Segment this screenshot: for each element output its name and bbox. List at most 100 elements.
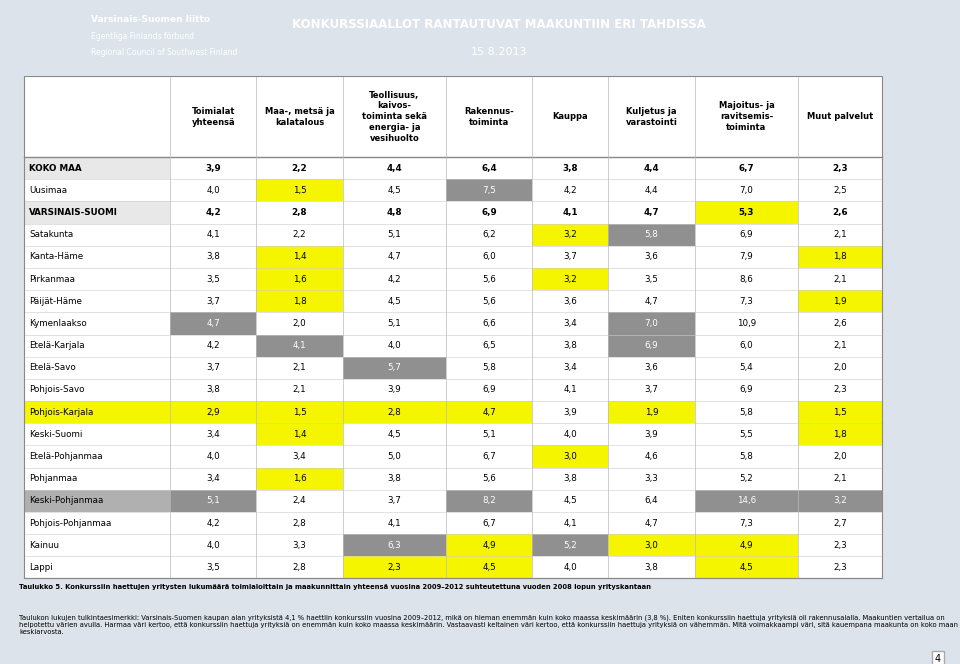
- Text: Pohjois-Karjala: Pohjois-Karjala: [30, 408, 94, 416]
- Bar: [694, 379, 799, 401]
- Bar: [446, 534, 533, 556]
- Bar: [533, 379, 609, 401]
- Text: 1,5: 1,5: [293, 408, 306, 416]
- Text: 4,1: 4,1: [564, 519, 577, 527]
- Text: Muut palvelut: Muut palvelut: [806, 112, 873, 122]
- Bar: [446, 335, 533, 357]
- Text: 3,5: 3,5: [206, 563, 220, 572]
- Text: 7,0: 7,0: [644, 319, 659, 328]
- Text: 3,8: 3,8: [564, 341, 577, 350]
- Text: 6,9: 6,9: [482, 208, 497, 217]
- Bar: [609, 512, 694, 534]
- Bar: [446, 423, 533, 446]
- Text: 2,1: 2,1: [293, 386, 306, 394]
- Text: Pohjanmaa: Pohjanmaa: [30, 474, 78, 483]
- Bar: [533, 179, 609, 201]
- Bar: [343, 490, 446, 512]
- Text: Pirkanmaa: Pirkanmaa: [30, 275, 76, 284]
- Text: Egentliga Finlands förbund: Egentliga Finlands förbund: [91, 33, 194, 41]
- Text: 3,0: 3,0: [564, 452, 577, 461]
- Bar: [799, 246, 881, 268]
- Text: 3,8: 3,8: [206, 252, 220, 262]
- Bar: [533, 268, 609, 290]
- Bar: [446, 312, 533, 335]
- Text: 4,0: 4,0: [206, 540, 220, 550]
- Text: 4,9: 4,9: [483, 540, 496, 550]
- Bar: [609, 335, 694, 357]
- Text: 4,0: 4,0: [564, 430, 577, 439]
- Bar: [609, 556, 694, 578]
- Bar: [256, 401, 343, 423]
- Bar: [533, 512, 609, 534]
- Text: 5,6: 5,6: [483, 474, 496, 483]
- Bar: [609, 268, 694, 290]
- Text: 3,3: 3,3: [293, 540, 306, 550]
- Text: 3,9: 3,9: [564, 408, 577, 416]
- Text: Teollisuus,
kaivos-
toiminta sekä
energia- ja
vesihuolto: Teollisuus, kaivos- toiminta sekä energi…: [362, 91, 427, 143]
- Text: 3,2: 3,2: [564, 230, 577, 239]
- Text: 6,3: 6,3: [388, 540, 401, 550]
- Text: 6,5: 6,5: [483, 341, 496, 350]
- Bar: [799, 312, 881, 335]
- Bar: [609, 534, 694, 556]
- Text: 2,4: 2,4: [293, 497, 306, 505]
- Bar: [24, 357, 170, 379]
- Text: Keski-Suomi: Keski-Suomi: [30, 430, 83, 439]
- Bar: [799, 379, 881, 401]
- Text: 7,5: 7,5: [483, 186, 496, 195]
- Bar: [170, 157, 256, 179]
- Bar: [24, 268, 170, 290]
- Bar: [799, 335, 881, 357]
- Bar: [694, 467, 799, 490]
- Bar: [799, 290, 881, 312]
- Text: 6,9: 6,9: [739, 386, 754, 394]
- Bar: [256, 290, 343, 312]
- Bar: [170, 357, 256, 379]
- Text: 5,5: 5,5: [739, 430, 754, 439]
- Bar: [694, 179, 799, 201]
- Text: 4,2: 4,2: [206, 519, 220, 527]
- Bar: [24, 76, 881, 157]
- Text: VARSINAIS-SUOMI: VARSINAIS-SUOMI: [30, 208, 118, 217]
- Text: 4,6: 4,6: [645, 452, 659, 461]
- Bar: [799, 467, 881, 490]
- Text: Pohjois-Pohjanmaa: Pohjois-Pohjanmaa: [30, 519, 111, 527]
- Bar: [256, 379, 343, 401]
- Text: 4,7: 4,7: [388, 252, 401, 262]
- Bar: [609, 446, 694, 467]
- Text: Kauppa: Kauppa: [553, 112, 588, 122]
- Bar: [24, 335, 170, 357]
- Text: 1,8: 1,8: [293, 297, 306, 305]
- Text: 4,2: 4,2: [388, 275, 401, 284]
- Bar: [24, 490, 170, 512]
- Bar: [170, 467, 256, 490]
- Bar: [343, 446, 446, 467]
- Text: 1,4: 1,4: [293, 430, 306, 439]
- Text: 3,3: 3,3: [644, 474, 659, 483]
- Bar: [533, 401, 609, 423]
- Text: 1,8: 1,8: [833, 430, 847, 439]
- Text: 4,1: 4,1: [293, 341, 306, 350]
- Bar: [343, 268, 446, 290]
- Text: 3,8: 3,8: [388, 474, 401, 483]
- Bar: [343, 201, 446, 224]
- Text: Taulukon lukujen tulkintaesimerkki: Varsinais-Suomen kaupan alan yrityksistä 4,1: Taulukon lukujen tulkintaesimerkki: Vars…: [19, 615, 958, 635]
- Text: Kainuu: Kainuu: [30, 540, 60, 550]
- Bar: [694, 423, 799, 446]
- Bar: [533, 157, 609, 179]
- Bar: [446, 512, 533, 534]
- Text: 4,5: 4,5: [564, 497, 577, 505]
- Text: 3,6: 3,6: [564, 297, 577, 305]
- Bar: [799, 224, 881, 246]
- Text: Toimialat
yhteensä: Toimialat yhteensä: [191, 107, 235, 127]
- Bar: [799, 401, 881, 423]
- Text: 5,8: 5,8: [739, 408, 754, 416]
- Text: 3,5: 3,5: [644, 275, 659, 284]
- Bar: [343, 467, 446, 490]
- Text: 4,7: 4,7: [643, 208, 660, 217]
- Text: 5,8: 5,8: [739, 452, 754, 461]
- Bar: [170, 512, 256, 534]
- Text: 3,8: 3,8: [644, 563, 659, 572]
- Bar: [343, 246, 446, 268]
- Text: 1,5: 1,5: [833, 408, 847, 416]
